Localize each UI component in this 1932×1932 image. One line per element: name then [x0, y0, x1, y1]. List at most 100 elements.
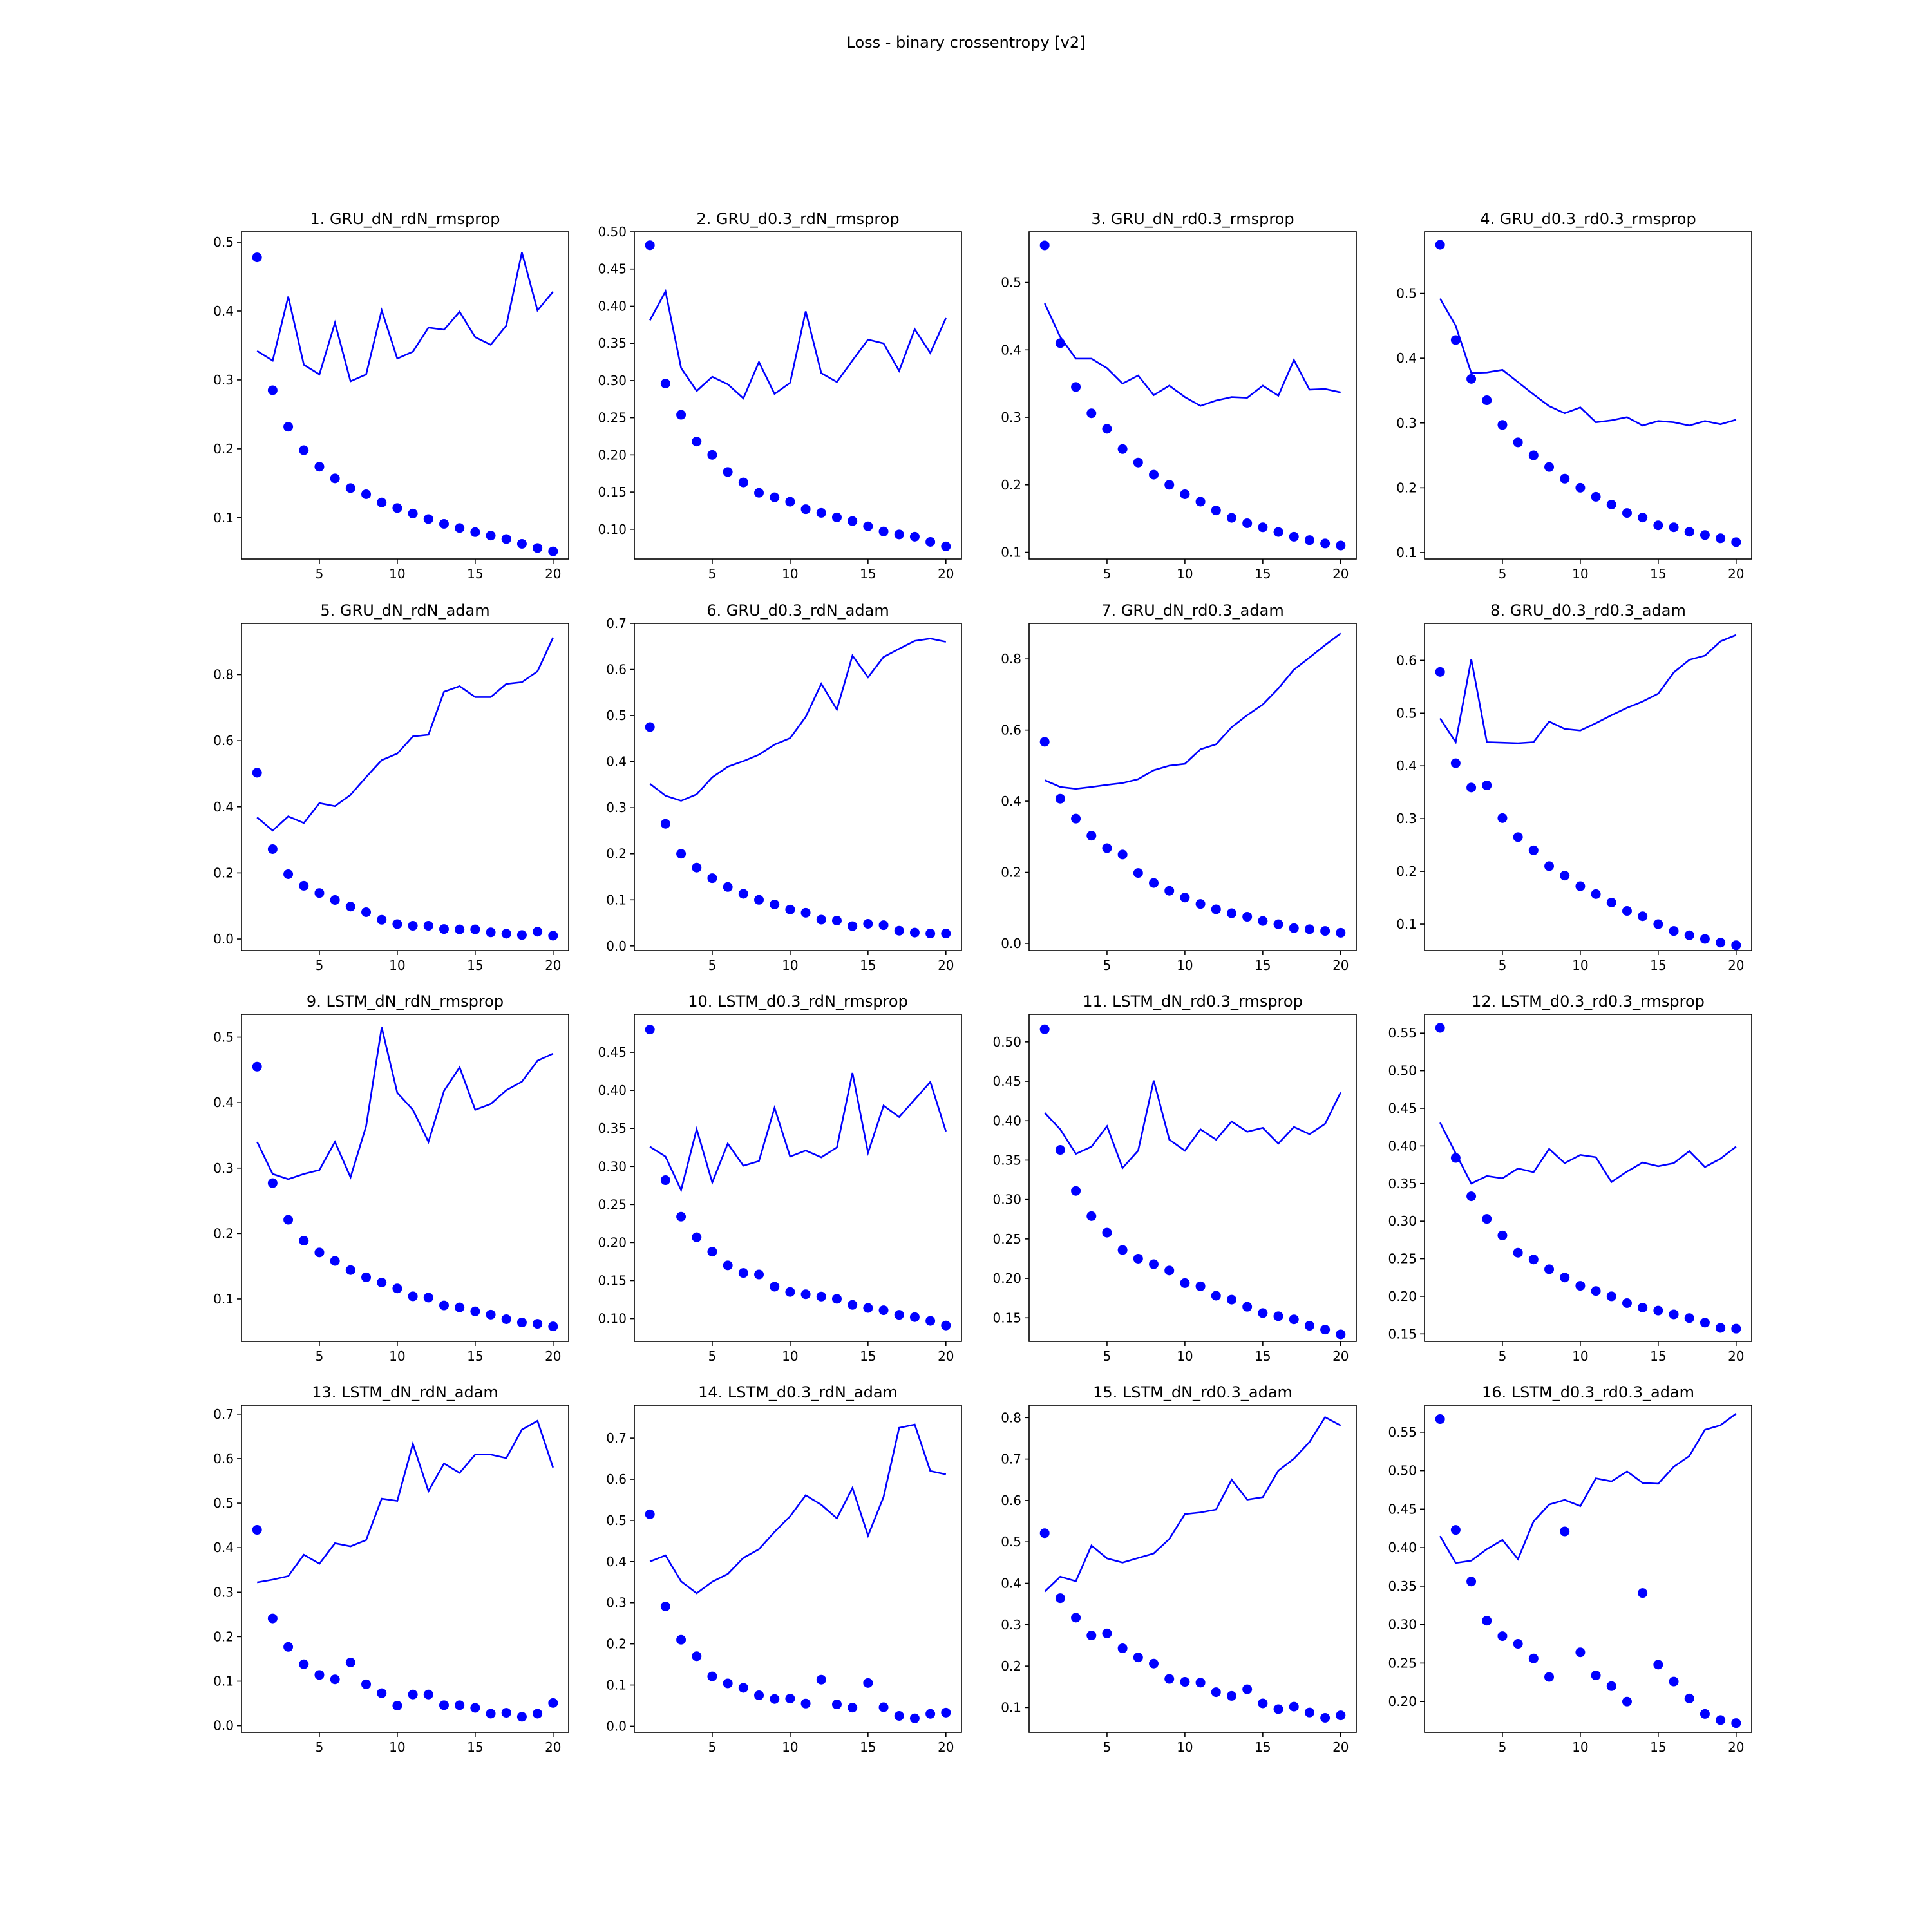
x-tick-label: 20 — [545, 958, 561, 973]
y-tick-label: 0.4 — [1001, 1576, 1021, 1591]
x-tick-label: 10 — [1177, 958, 1193, 973]
training-point — [831, 1294, 842, 1304]
training-point — [1482, 1616, 1492, 1626]
x-tick-label: 5 — [708, 1349, 717, 1364]
training-point — [470, 527, 480, 537]
training-point — [1304, 1321, 1314, 1331]
training-point — [1700, 530, 1710, 540]
training-point — [754, 1690, 764, 1700]
training-point — [1700, 1709, 1710, 1719]
x-tick-label: 20 — [545, 1349, 561, 1364]
subplot-7: 7. GRU_dN_rd0.3_adam 5 10 15 20 0.0 0.2 0.4 0.6 0… — [1001, 601, 1357, 973]
x-tick-label: 15 — [1255, 1349, 1271, 1364]
training-point — [894, 529, 904, 540]
training-point — [1513, 1247, 1523, 1258]
y-tick-label: 0.2 — [1001, 477, 1021, 493]
validation-line — [256, 1027, 554, 1180]
training-point — [1149, 878, 1159, 888]
x-tick-label: 20 — [1728, 958, 1744, 973]
y-tick-label: 0.6 — [606, 662, 627, 677]
y-tick-label: 0.5 — [213, 1495, 234, 1511]
training-point — [439, 1700, 449, 1710]
training-point — [1513, 437, 1523, 448]
training-point — [1622, 906, 1632, 916]
plot-frame — [241, 231, 569, 560]
y-tick-label: 0.0 — [606, 938, 627, 954]
training-point — [1560, 871, 1570, 881]
training-point — [1242, 518, 1253, 528]
training-point — [1164, 886, 1175, 896]
y-tick-label: 0.8 — [1001, 1410, 1021, 1425]
training-point — [738, 477, 748, 488]
y-tick-label: 0.5 — [1001, 1534, 1021, 1549]
training-point — [1071, 813, 1081, 824]
y-tick-label: 0.6 — [1001, 1493, 1021, 1508]
y-tick-label: 0.7 — [606, 616, 627, 631]
training-point — [267, 1178, 278, 1188]
training-point — [800, 907, 811, 918]
plot-frame — [241, 1014, 569, 1342]
training-point — [1450, 1153, 1461, 1163]
y-tick-label: 0.7 — [1001, 1452, 1021, 1467]
training-point — [1591, 491, 1601, 502]
training-point — [330, 1674, 340, 1685]
training-point — [1435, 1023, 1445, 1033]
y-tick-label: 0.25 — [992, 1231, 1021, 1247]
training-point — [754, 488, 764, 498]
training-point — [1575, 482, 1586, 493]
plot-frame — [241, 1405, 569, 1733]
y-tick-label: 0.40 — [1388, 1138, 1417, 1153]
training-point — [1320, 926, 1331, 936]
training-point — [1684, 527, 1694, 537]
subplot-title: 14. LSTM_d0.3_rdN_adam — [698, 1383, 898, 1401]
training-point — [408, 921, 418, 931]
training-point — [1606, 1291, 1616, 1302]
training-point — [486, 927, 496, 938]
training-point — [645, 722, 655, 732]
y-tick-label: 0.1 — [606, 1678, 627, 1693]
training-point — [1039, 737, 1050, 747]
training-point — [1242, 912, 1253, 922]
y-tick-label: 0.45 — [1388, 1501, 1417, 1517]
training-point — [1528, 845, 1539, 855]
x-tick-label: 15 — [1255, 958, 1271, 973]
training-point — [925, 1709, 936, 1719]
training-point — [1497, 813, 1508, 823]
training-point — [1102, 1628, 1112, 1638]
x-tick-label: 20 — [545, 566, 561, 582]
training-point — [1304, 924, 1314, 934]
training-point — [377, 914, 387, 925]
training-point — [1211, 506, 1221, 516]
subplot-14: 14. LSTM_d0.3_rdN_adam 5 10 15 20 0.0 0.1 0.2 0.… — [606, 1383, 962, 1755]
training-point — [314, 1247, 325, 1258]
training-point — [1336, 1329, 1346, 1340]
y-tick-label: 0.3 — [606, 800, 627, 815]
training-point — [1450, 1525, 1461, 1535]
y-tick-label: 0.0 — [213, 931, 234, 947]
training-point — [1195, 1281, 1206, 1291]
x-tick-label: 15 — [1255, 566, 1271, 582]
subplot-8: 8. GRU_d0.3_rd0.3_adam 5 10 15 20 0.1 0.2 0.3 0.… — [1396, 601, 1752, 973]
training-point — [785, 1287, 795, 1297]
x-tick-label: 5 — [1499, 1739, 1507, 1755]
y-tick-label: 0.7 — [213, 1406, 234, 1422]
y-tick-label: 0.50 — [598, 224, 627, 240]
training-point — [392, 1701, 402, 1711]
x-tick-label: 5 — [1103, 566, 1112, 582]
training-point — [1544, 462, 1555, 472]
x-tick-label: 10 — [1572, 958, 1588, 973]
y-tick-label: 0.35 — [1388, 1578, 1417, 1594]
training-point — [707, 1247, 717, 1257]
training-point — [1482, 1214, 1492, 1224]
training-point — [925, 536, 936, 547]
y-tick-label: 0.6 — [1001, 723, 1021, 738]
training-point — [548, 931, 558, 941]
training-point — [1653, 1305, 1663, 1316]
y-tick-label: 0.55 — [1388, 1025, 1417, 1041]
y-tick-label: 0.7 — [606, 1430, 627, 1446]
training-point — [754, 1269, 764, 1280]
training-point — [423, 921, 433, 931]
validation-line — [256, 637, 554, 832]
training-point — [660, 1175, 670, 1186]
